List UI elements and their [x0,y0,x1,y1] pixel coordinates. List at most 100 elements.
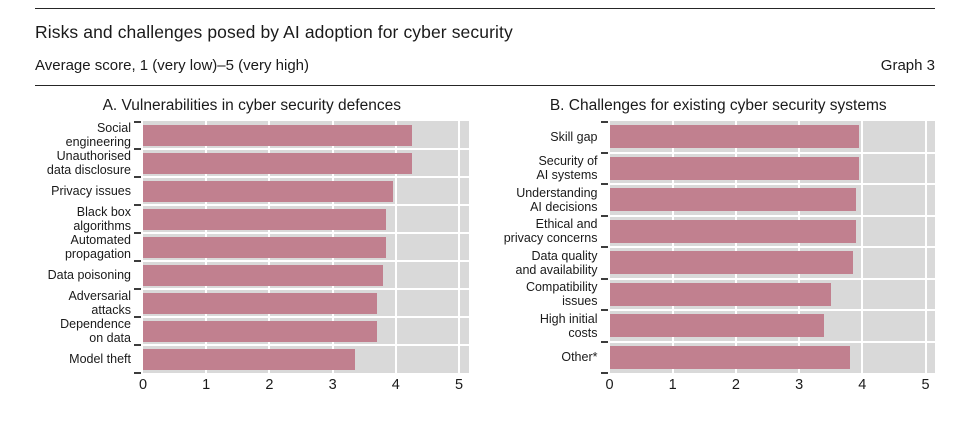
page: Risks and challenges posed by AI adoptio… [0,8,970,399]
row-separator [143,260,469,262]
category-label: Skill gap [550,129,598,144]
panel-b-plot-area [609,121,936,374]
category-axis-tick [600,309,608,311]
row-separator [609,214,935,217]
category-axis-tick [600,246,608,248]
bar [609,345,850,369]
row-separator [609,151,935,154]
category-label: Data poisoning [47,268,131,282]
panel-a-x-axis: 0 1 2 3 4 5 [139,377,469,399]
x-tick-label: 3 [328,377,337,393]
top-rule [35,8,935,9]
row-separator [143,148,469,150]
bar-row [143,261,469,289]
category-axis-tick [600,151,608,154]
category-label: Compatibility issues [525,280,598,309]
row-separator [609,246,935,248]
x-tick-label: 1 [202,377,211,393]
bar-row [609,342,936,374]
panel-b-chart: Skill gap Security of AI systems Understan… [502,121,936,374]
category-axis-tick [134,148,141,150]
panel-a: A. Vulnerabilities in cyber security def… [35,97,469,399]
x-tick-label: 5 [454,377,464,393]
bar [609,314,825,338]
category-axis-tick [134,372,141,374]
bar-row [143,317,469,345]
bar [143,320,377,342]
bar-row [609,310,936,342]
header-divider [35,85,935,86]
panel-a-title: A. Vulnerabilities in cyber security def… [102,97,401,114]
bar-row [143,289,469,317]
row-separator [143,316,469,318]
bar [143,124,412,146]
bar [143,292,377,314]
panel-b-category-labels: Skill gap Security of AI systems Understan… [502,121,610,373]
bar-row [143,233,469,261]
gridline [394,121,397,373]
category-label: Adversarial attacks [68,289,131,317]
category-label: Privacy issues [51,184,131,198]
bar [143,264,384,286]
x-tick-label: 4 [858,377,867,393]
category-axis-tick [134,121,141,123]
row-separator [143,232,469,234]
category-axis-tick [600,121,608,123]
panel-b-title: B. Challenges for existing cyber securit… [549,97,887,114]
category-axis-tick [134,204,141,206]
category-label: Dependence on data [60,317,131,345]
row-separator [609,340,935,343]
category-label: Ethical and privacy concerns [503,217,598,246]
bar-row [609,153,936,185]
bar [609,188,856,212]
x-tick-label: 0 [605,377,614,393]
bar [143,152,412,174]
category-label: Social engineering [65,121,131,149]
bar-row [609,247,936,279]
row-separator [143,288,469,290]
page-subtitle: Average score, 1 (very low)–5 (very high… [35,57,309,74]
chart-panels: A. Vulnerabilities in cyber security def… [35,97,935,399]
bar [609,251,853,275]
category-axis-tick [600,372,608,374]
bar-row [609,279,936,311]
bar [143,348,355,370]
row-separator [609,277,935,280]
category-axis-tick [134,316,141,318]
row-separator [143,204,469,206]
x-tick-label: 1 [668,377,677,393]
page-title: Risks and challenges posed by AI adoptio… [35,22,513,42]
x-tick-label: 4 [391,377,400,393]
bar-row [609,216,936,248]
panel-a-chart: Social engineering Unauthorised data disc… [35,121,469,374]
category-axis-tick [600,277,608,280]
category-label: Model theft [69,352,131,366]
row-separator [609,309,935,311]
bar [609,125,860,149]
bar [143,236,387,258]
bar [143,208,387,230]
bar-row [143,121,469,149]
bar-row [143,205,469,233]
category-label: High initial costs [539,311,598,340]
category-label: Understanding AI decisions [516,185,598,214]
category-axis-tick [134,260,141,262]
bar-row [143,345,469,373]
x-tick-label: 0 [138,377,148,393]
category-axis-tick [600,183,608,185]
category-axis-tick [134,176,141,178]
gridline [458,121,461,373]
bar [143,180,393,202]
panel-b-x-axis: 0 1 2 3 4 5 [605,377,936,399]
panel-a-category-labels: Social engineering Unauthorised data disc… [35,121,143,373]
bar-row [143,149,469,177]
category-axis-tick [600,214,608,217]
category-label: Security of AI systems [536,154,598,183]
x-tick-label: 3 [795,377,804,393]
bar [609,282,831,306]
x-tick-label: 2 [265,377,274,393]
category-label: Unauthorised data disclosure [46,149,131,177]
category-axis-tick [134,344,141,346]
category-label: Data quality and availability [515,248,598,277]
row-separator [143,176,469,178]
